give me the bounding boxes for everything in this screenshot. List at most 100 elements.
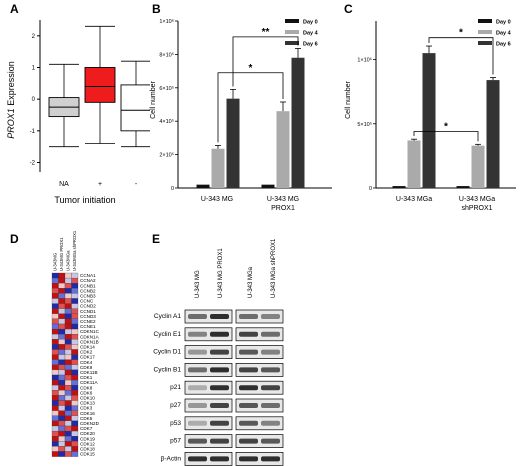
bar-day-6 <box>226 98 240 188</box>
blot-panel-right <box>235 398 284 413</box>
panel-b-xcat-2b: PROX1 <box>271 205 295 212</box>
heatmap-cell <box>51 298 59 304</box>
y-tick-label: 8×10⁵ <box>159 51 174 58</box>
heatmap-cell <box>71 420 79 427</box>
heatmap-cell <box>58 334 66 340</box>
heatmap-cell <box>58 272 66 279</box>
heatmap-cell <box>71 359 79 365</box>
blot-panel-left <box>184 380 233 395</box>
heatmap-row-label: CDK17 <box>80 355 95 360</box>
heatmap-cell <box>51 374 59 381</box>
panel-a-x-labels: NA + - <box>59 181 138 188</box>
y-tick-label: 1 <box>32 66 36 72</box>
heatmap-cell <box>64 385 72 391</box>
heatmap-cell <box>58 359 66 365</box>
heatmap-cell <box>51 420 59 427</box>
heatmap-cell <box>58 430 66 437</box>
blot-band <box>210 314 229 319</box>
heatmap-cell <box>71 288 79 294</box>
panel-label-a: A <box>10 2 19 16</box>
panel-a-boxes <box>48 25 150 148</box>
heatmap-row-label: CDK16 <box>80 411 95 416</box>
blot-panel-right <box>235 309 284 324</box>
heatmap-cell <box>58 303 66 309</box>
blot-column-label: U-343 MGa <box>248 266 254 298</box>
blot-band <box>210 438 229 444</box>
blot-rows: Cyclin A1 Cyclin E1 Cyclin D1 Cyclin B1 p21 p… <box>153 309 284 466</box>
heatmap-cell <box>51 441 59 447</box>
heatmap-row-label: CDK11A <box>80 380 98 385</box>
bar-day-4 <box>211 148 225 188</box>
blot-row-label: p21 <box>170 384 181 391</box>
y-tick-label: 2 <box>32 34 36 40</box>
heatmap-cell <box>58 410 66 416</box>
heatmap-cell <box>71 298 79 304</box>
blot-row: Cyclin E1 <box>154 327 284 342</box>
heatmap-cell <box>71 349 79 355</box>
heatmap-cell <box>71 441 79 447</box>
heatmap-cell <box>71 374 79 381</box>
heatmap-cell <box>64 359 72 365</box>
heatmap-cell <box>58 415 66 422</box>
blot-band <box>261 314 280 319</box>
blot-band <box>239 331 258 337</box>
box-3 <box>120 60 150 148</box>
heatmap-row-label: CCNA1 <box>80 273 96 278</box>
heatmap-row-label: CCND1 <box>80 309 96 314</box>
blot-band <box>239 367 258 373</box>
blot-row-label: Cyclin A1 <box>154 313 181 320</box>
heatmap-cell <box>51 369 59 376</box>
heatmap-cell <box>64 293 72 299</box>
heatmap-row-label: CDK19 <box>80 436 95 441</box>
blot-row: Cyclin B1 <box>154 363 284 377</box>
blot-row-label: p53 <box>170 420 181 427</box>
heatmap-cell <box>64 430 72 437</box>
bar-day-4 <box>276 111 290 188</box>
heatmap-row-label: CCNE2 <box>80 319 96 324</box>
blot-band <box>188 331 207 337</box>
bar-day-6 <box>486 80 500 188</box>
blot-band <box>261 385 280 391</box>
box-body <box>120 84 150 132</box>
heatmap-row-label: CCNE1 <box>80 324 96 329</box>
heatmap-cell <box>64 390 72 396</box>
y-tick-label: 2×10⁵ <box>159 152 174 159</box>
heatmap-cell <box>71 425 79 432</box>
heatmap-cell <box>64 272 72 279</box>
heatmap-cell <box>51 288 59 294</box>
legend-swatch <box>285 30 299 34</box>
heatmap-cell <box>71 354 79 360</box>
panel-c-ylabel: Cell number <box>345 80 352 118</box>
heatmap-cell <box>71 313 79 320</box>
heatmap-cell <box>64 339 72 345</box>
blot-column-label: U-343 MG PROX1 <box>218 248 224 298</box>
heatmap-row-label: CDK1 <box>80 375 93 380</box>
blot-panel-left <box>184 363 233 377</box>
panel-c-barchart: Cell number 0 5×10⁵ 1×10⁶ Day 0 Day 4 Day 6 * *… <box>345 19 516 212</box>
blot-column-headers: U-343 MG U-343 MG PROX1 U-343 MGa U-343 MGa… <box>195 238 277 298</box>
blot-band <box>188 367 207 373</box>
heatmap-cell <box>51 354 59 360</box>
heatmap-cell <box>51 379 59 386</box>
legend-swatch <box>478 30 492 34</box>
x-tick-label: - <box>135 181 138 188</box>
heatmap-cell <box>64 349 72 355</box>
heatmap-row-label: CCNB1 <box>80 283 96 288</box>
heatmap-row-label: CDK6 <box>80 390 93 395</box>
blot-band <box>188 403 207 408</box>
legend-label: Day 0 <box>496 20 511 26</box>
panel-b-barchart: Cell number 0 2×10⁵ 4×10⁵ 6×10⁵ 8×10⁵ 1×10⁶ Da… <box>150 18 332 212</box>
heatmap-cell <box>64 318 72 325</box>
heatmap-row-label: CDK13 <box>80 401 95 406</box>
heatmap-cell <box>58 344 66 350</box>
heatmap-cell <box>64 313 72 320</box>
blot-band <box>261 367 280 373</box>
blot-panel-right <box>235 452 284 466</box>
heatmap-cell <box>71 395 79 401</box>
significance-star: * <box>249 63 253 74</box>
heatmap-cell <box>51 400 59 406</box>
y-tick-label: 4×10⁵ <box>159 118 174 125</box>
heatmap-cell <box>64 298 72 304</box>
heatmap-row-label: CCND3 <box>80 314 96 319</box>
heatmap-row-label: CDK7 <box>80 426 93 431</box>
